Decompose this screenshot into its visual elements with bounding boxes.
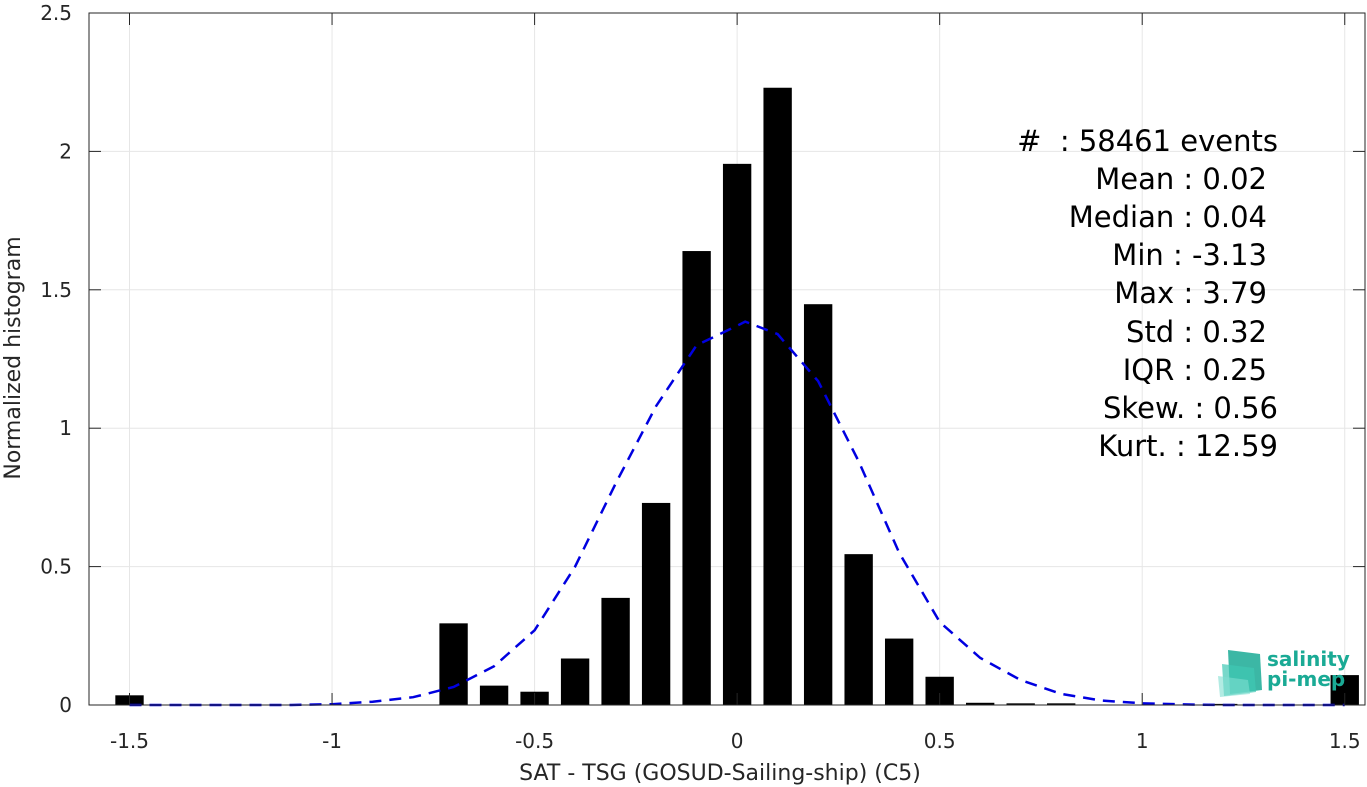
- stats-annotation: # : 58461 events Mean : 0.02 Median : 0.…: [1017, 124, 1278, 463]
- x-tick-label: -1.5: [110, 729, 149, 753]
- gaussian-fit-line: [129, 320, 1345, 707]
- histogram-bar: [641, 502, 671, 705]
- histogram-bar: [722, 163, 752, 705]
- histogram-bar: [1006, 703, 1035, 705]
- y-tick-label: 1: [59, 416, 72, 440]
- y-axis-label: Normalized histogram: [1, 236, 26, 479]
- y-tick-label: 1.5: [40, 278, 72, 302]
- axes-frame: [88, 12, 1366, 706]
- x-axis-label: SAT - TSG (GOSUD-Sailing-ship) (C5): [519, 761, 921, 786]
- stat-skew: Skew. : 0.56: [1103, 391, 1278, 425]
- x-tick-label: 0: [731, 729, 744, 753]
- histogram-bar: [601, 597, 630, 705]
- x-tick-label: 1: [1136, 729, 1149, 753]
- histogram-bar: [560, 658, 590, 705]
- y-tick-label: 0: [59, 693, 72, 717]
- histogram-bar: [884, 638, 914, 705]
- x-tick-label: -0.5: [515, 729, 554, 753]
- histogram-bar: [439, 623, 468, 705]
- stat-events: # : 58461 events: [1017, 124, 1278, 158]
- logo-text-pi-mep: pi-mep: [1267, 667, 1345, 691]
- stat-mean: Mean : 0.02: [1095, 162, 1267, 196]
- histogram-bar: [803, 304, 833, 705]
- histogram-bar: [965, 702, 995, 705]
- y-tick-label: 2.5: [40, 1, 72, 25]
- logo-wave-mark-3: [1218, 676, 1250, 697]
- histogram-bar: [682, 251, 711, 705]
- stat-max: Max : 3.79: [1114, 276, 1267, 310]
- x-tick-label: 0.5: [924, 729, 956, 753]
- salinity-pi-mep-logo: salinity pi-mep: [1218, 647, 1350, 697]
- stat-min: Min : -3.13: [1112, 238, 1267, 272]
- stat-iqr: IQR : 0.25: [1123, 353, 1267, 387]
- x-tick-labels: -1.5 -1 -0.5 0 0.5 1 1.5: [110, 729, 1361, 753]
- histogram-bar: [844, 554, 873, 705]
- y-tick-label: 0.5: [40, 555, 72, 579]
- y-tick-label: 2: [59, 139, 72, 163]
- histogram-bar: [1047, 703, 1076, 705]
- x-tick-label: -1: [322, 729, 342, 753]
- plot-box: [88, 12, 1366, 706]
- stat-kurt: Kurt. : 12.59: [1098, 429, 1278, 463]
- y-tick-labels: 0 0.5 1 1.5 2 2.5: [40, 1, 72, 717]
- stat-std: Std : 0.32: [1126, 315, 1267, 349]
- stat-median: Median : 0.04: [1069, 200, 1267, 234]
- logo-text-salinity: salinity: [1267, 647, 1350, 671]
- histogram-bar: [763, 87, 792, 705]
- histogram-bar: [479, 685, 509, 705]
- x-tick-label: 1.5: [1329, 729, 1361, 753]
